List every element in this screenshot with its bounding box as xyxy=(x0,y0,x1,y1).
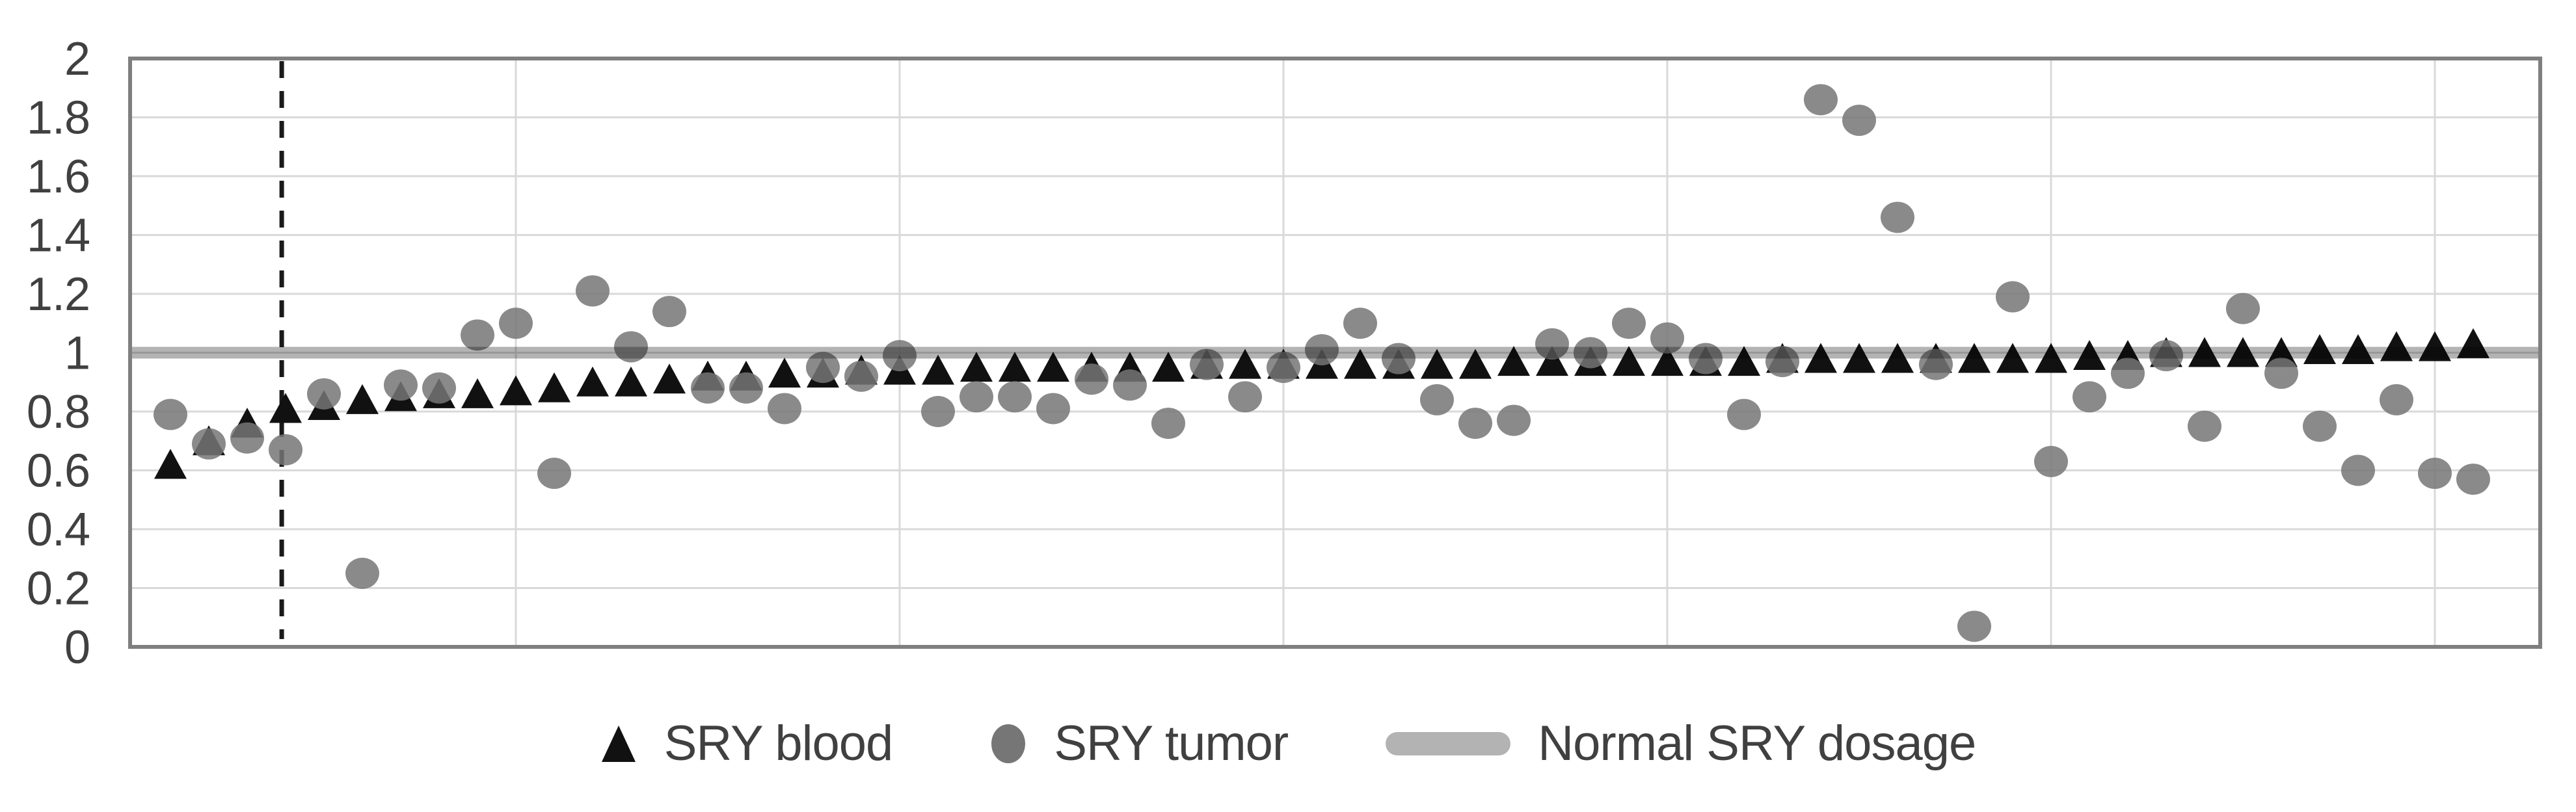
sry-tumor-point xyxy=(192,428,226,460)
legend-item-normal-dosage: Normal SRY dosage xyxy=(1386,715,1976,772)
sry-blood-point xyxy=(653,363,686,394)
sry-tumor-point xyxy=(1804,84,1838,116)
sry-tumor-point xyxy=(844,360,878,392)
sry-blood-point xyxy=(1037,352,1069,382)
sry-blood-point xyxy=(999,352,1031,382)
sry-blood-point xyxy=(1497,346,1530,376)
sry-blood-point xyxy=(1651,346,1684,376)
legend-label-sry-tumor: SRY tumor xyxy=(1054,716,1289,771)
sry-blood-point xyxy=(1459,348,1492,379)
sry-tumor-point xyxy=(1113,369,1147,401)
sry-blood-point xyxy=(1536,346,1568,376)
chart-legend: SRY blood SRY tumor Normal SRY dosage xyxy=(0,715,2576,772)
sry-blood-point xyxy=(154,449,187,479)
sry-tumor-point xyxy=(1612,308,1646,339)
sry-tumor-point xyxy=(1075,363,1108,395)
sry-tumor-point xyxy=(2456,464,2490,495)
sry-tumor-point xyxy=(345,557,379,589)
normal-dosage-line-icon xyxy=(1386,731,1511,755)
sry-tumor-point xyxy=(461,319,494,351)
sry-tumor-point xyxy=(230,422,264,454)
sry-tumor-circle-icon xyxy=(991,724,1026,763)
sry-tumor-point xyxy=(307,378,341,410)
sry-blood-point xyxy=(1728,346,1760,376)
sry-blood-point xyxy=(500,375,532,406)
y-tick-label: 0 xyxy=(64,622,90,674)
legend-item-sry-blood: SRY blood xyxy=(600,715,893,772)
sry-blood-point xyxy=(1613,346,1645,376)
sry-blood-point xyxy=(461,378,494,408)
legend-item-sry-tumor: SRY tumor xyxy=(990,715,1289,772)
y-tick-label: 1 xyxy=(64,328,90,380)
sry-tumor-point xyxy=(1727,399,1761,430)
sry-tumor-point xyxy=(1996,281,2030,313)
sry-tumor-point xyxy=(921,396,955,427)
y-tick-label: 0.2 xyxy=(27,563,90,615)
sry-tumor-point xyxy=(768,393,801,425)
sry-tumor-point xyxy=(2418,458,2452,490)
sry-tumor-point xyxy=(1343,308,1377,339)
legend-label-normal-dosage: Normal SRY dosage xyxy=(1538,716,1976,771)
sry-tumor-point xyxy=(1881,202,1914,233)
y-tick-label: 0.6 xyxy=(27,445,90,497)
sry-blood-point xyxy=(922,354,954,385)
sry-tumor-point xyxy=(576,275,610,307)
y-tick-label: 1.6 xyxy=(27,151,90,203)
sry-tumor-point xyxy=(1420,384,1454,415)
y-tick-label: 1.8 xyxy=(27,92,90,144)
sry-tumor-point xyxy=(1650,322,1684,354)
sry-tumor-point xyxy=(959,381,993,413)
sry-blood-point xyxy=(960,352,993,382)
sry-tumor-point xyxy=(1228,381,1262,413)
sry-tumor-point xyxy=(729,372,763,404)
sry-tumor-point xyxy=(384,369,418,401)
sry-tumor-point xyxy=(652,296,686,328)
y-tick-label: 1.2 xyxy=(27,268,90,321)
sry-blood-point xyxy=(538,372,570,402)
sry-blood-point xyxy=(1152,352,1185,382)
sry-blood-point xyxy=(1229,348,1261,379)
sry-blood-point xyxy=(346,384,379,414)
sry-tumor-point xyxy=(691,372,725,404)
sry-tumor-point xyxy=(2380,384,2413,415)
plot-border xyxy=(128,57,2542,649)
y-tick-label: 0.4 xyxy=(27,504,90,556)
sry-tumor-point xyxy=(2073,381,2106,413)
sry-tumor-point xyxy=(1458,408,1492,439)
sry-tumor-point xyxy=(998,381,1032,413)
sry-tumor-point xyxy=(2264,358,2298,389)
sry-tumor-point xyxy=(1842,105,1876,137)
sry-blood-point xyxy=(1421,348,1453,379)
sry-tumor-point xyxy=(2188,410,2221,442)
sry-tumor-point xyxy=(1036,393,1070,425)
sry-tumor-point xyxy=(2034,445,2068,477)
sry-tumor-point xyxy=(154,399,187,430)
y-tick-label: 2 xyxy=(64,33,90,85)
sry-blood-point xyxy=(576,366,609,397)
sry-blood-point xyxy=(1344,348,1376,379)
sry-tumor-point xyxy=(1497,404,1531,436)
sry-tumor-point xyxy=(2303,410,2337,442)
sry-tumor-point xyxy=(2341,454,2375,486)
sry-tumor-point xyxy=(806,352,840,384)
sry-blood-triangle-icon xyxy=(601,725,636,762)
sry-tumor-point xyxy=(2226,293,2260,324)
y-tick-label: 1.4 xyxy=(27,210,90,262)
sry-tumor-point xyxy=(269,434,302,465)
sry-blood-point xyxy=(768,358,801,388)
sry-blood-point xyxy=(615,366,647,397)
sry-tumor-point xyxy=(537,458,571,490)
sry-tumor-point xyxy=(499,308,533,339)
sry-tumor-point xyxy=(1267,352,1300,384)
sry-blood-point xyxy=(269,393,302,423)
sry-tumor-point xyxy=(1151,408,1185,439)
sry-tumor-point xyxy=(2111,358,2145,389)
sry-tumor-point xyxy=(422,372,456,404)
legend-label-sry-blood: SRY blood xyxy=(664,716,894,771)
sry-tumor-point xyxy=(1957,610,1991,642)
y-tick-label: 0.8 xyxy=(27,386,90,438)
